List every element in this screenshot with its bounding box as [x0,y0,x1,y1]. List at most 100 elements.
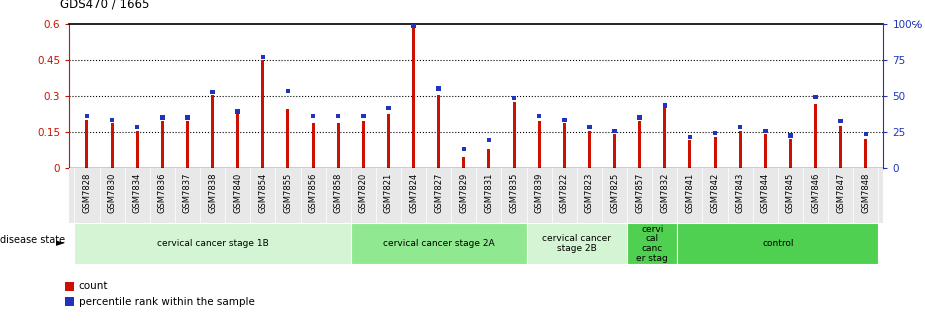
Bar [738,125,743,129]
Bar [287,109,290,168]
Bar [864,132,868,136]
Text: GSM7842: GSM7842 [710,172,720,213]
Bar [74,223,351,264]
Bar [437,86,441,91]
Bar [588,131,591,168]
Bar [135,125,140,129]
Bar [739,131,742,168]
Text: GSM7828: GSM7828 [82,172,92,213]
Bar [337,123,339,168]
Bar [262,60,265,168]
Text: cervi
cal
canc
er stag: cervi cal canc er stag [636,224,668,263]
Bar [185,115,190,120]
Text: GSM7835: GSM7835 [510,172,519,213]
Bar [412,24,416,28]
Text: control: control [762,239,794,248]
Text: cervical cancer
stage 2B: cervical cancer stage 2B [542,234,611,253]
Bar [462,146,466,151]
Text: percentile rank within the sample: percentile rank within the sample [79,297,254,307]
Bar [537,121,541,168]
Bar [210,90,215,94]
Bar [160,115,165,120]
Text: GSM7837: GSM7837 [183,172,192,213]
Text: GDS470 / 1665: GDS470 / 1665 [60,0,150,10]
Text: GSM7831: GSM7831 [485,172,493,213]
Bar [839,126,842,168]
Bar [487,149,490,168]
Text: GSM7843: GSM7843 [735,172,745,213]
Text: GSM7827: GSM7827 [434,172,443,213]
Text: GSM7856: GSM7856 [309,172,317,213]
Bar [361,114,365,118]
Bar [663,107,666,168]
Bar [526,223,627,264]
Text: GSM7829: GSM7829 [460,172,468,213]
Bar [438,94,440,168]
Text: cervical cancer stage 2A: cervical cancer stage 2A [383,239,495,248]
Bar [85,120,89,168]
Text: GSM7847: GSM7847 [836,172,845,213]
Bar [386,106,390,110]
Bar [662,103,667,108]
Bar [512,96,516,100]
Bar [261,55,265,59]
Bar [838,119,843,123]
Text: GSM7836: GSM7836 [158,172,166,213]
Text: GSM7830: GSM7830 [107,172,117,213]
Bar [136,131,139,168]
Bar [351,223,526,264]
Bar [462,157,465,168]
Bar [814,104,817,168]
Bar [536,114,541,118]
Bar [312,123,314,168]
Bar [186,121,189,168]
Text: GSM7844: GSM7844 [760,172,770,213]
Bar [362,121,364,168]
Bar [111,123,114,168]
Bar [613,134,616,168]
Bar [764,134,767,168]
Bar [236,114,240,168]
Bar [286,89,290,93]
Text: GSM7854: GSM7854 [258,172,267,213]
Bar [713,131,717,135]
Bar [789,139,792,168]
Text: GSM7834: GSM7834 [132,172,142,213]
Bar [627,223,677,264]
Bar [788,133,793,138]
Text: count: count [79,281,108,291]
Text: GSM7832: GSM7832 [660,172,670,213]
Text: GSM7823: GSM7823 [585,172,594,213]
Text: GSM7822: GSM7822 [560,172,569,213]
Bar [612,128,617,133]
Text: GSM7839: GSM7839 [535,172,544,213]
Text: GSM7825: GSM7825 [610,172,619,213]
Bar [487,138,491,142]
Text: ►: ► [56,239,65,249]
Bar [311,114,315,118]
Bar [864,139,868,168]
Bar [687,134,692,139]
Text: GSM7855: GSM7855 [283,172,292,213]
Text: disease state: disease state [0,235,65,245]
Bar [688,140,691,168]
Bar [211,94,214,168]
Bar [412,28,415,168]
Text: GSM7848: GSM7848 [861,172,870,213]
Text: GSM7857: GSM7857 [635,172,644,213]
Bar [713,137,717,168]
Text: GSM7824: GSM7824 [409,172,418,213]
Bar [562,118,567,122]
Bar [336,114,340,118]
Text: GSM7821: GSM7821 [384,172,393,213]
Bar [587,125,592,129]
Bar [637,115,642,120]
Text: GSM7840: GSM7840 [233,172,242,213]
Bar [512,102,515,168]
Bar [85,114,89,118]
Bar [161,121,164,168]
Text: GSM7838: GSM7838 [208,172,217,213]
Text: GSM7845: GSM7845 [786,172,795,213]
Bar [763,128,768,133]
Text: GSM7858: GSM7858 [334,172,342,213]
